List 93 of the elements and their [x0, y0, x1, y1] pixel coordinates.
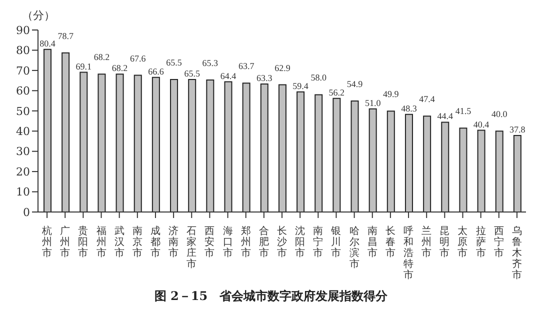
- x-tick-label: 沈阳市: [295, 225, 306, 259]
- data-label: 62.9: [274, 62, 291, 73]
- bar: [368, 108, 377, 212]
- data-label: 40.4: [473, 119, 490, 130]
- x-tick-label: 乌鲁木齐市: [512, 225, 522, 281]
- x-tick-label: 兰州市: [422, 225, 432, 259]
- bar: [206, 79, 214, 212]
- data-label: 69.1: [76, 61, 92, 72]
- data-label: 65.3: [202, 58, 219, 68]
- data-label: 51.0: [364, 98, 382, 108]
- x-tick-label: 武汉市: [114, 225, 124, 259]
- data-label: 37.8: [510, 124, 526, 135]
- bar: [495, 130, 504, 212]
- data-label: 67.6: [130, 53, 146, 64]
- bar: [296, 91, 305, 212]
- x-tick-label: 昆明市: [440, 226, 450, 259]
- x-tick-label: 石家庄市: [186, 226, 197, 270]
- text: 图 2－15 省会城市数字政府发展指数得分: [153, 288, 389, 305]
- x-tick-label: 广州市: [60, 225, 70, 259]
- bar: [98, 74, 106, 212]
- y-tick-label: 90: [16, 24, 30, 37]
- bar: [404, 114, 413, 212]
- x-tick-label: 贵阳市: [78, 225, 88, 259]
- x-tick-label: 西安市: [204, 226, 215, 259]
- bar: [62, 52, 70, 212]
- bar: [513, 135, 522, 212]
- data-label: 49.9: [383, 89, 400, 100]
- data-label: 64.4: [220, 70, 237, 81]
- bar: [332, 98, 341, 212]
- bar: [260, 83, 268, 212]
- bar: [459, 128, 468, 212]
- data-label: 48.3: [401, 103, 418, 114]
- data-label: 66.6: [148, 66, 164, 76]
- data-label: 63.3: [256, 72, 273, 83]
- bar: [134, 74, 142, 212]
- data-label: 65.5: [166, 58, 182, 68]
- y-tick-label: 50: [16, 104, 30, 118]
- data-label: 59.4: [292, 80, 309, 91]
- y-tick-label: 70: [16, 64, 30, 78]
- data-label: 78.7: [58, 30, 74, 41]
- y-tick-label: 0: [23, 206, 30, 219]
- x-tick-label: 成都市: [150, 225, 160, 259]
- x-tick-label: 合肥市: [258, 225, 269, 259]
- y-tick-label: 60: [16, 84, 30, 98]
- bar: [350, 100, 359, 212]
- data-label: 40.0: [491, 109, 508, 120]
- bar: [242, 82, 250, 212]
- x-tick-label: 济南市: [168, 225, 179, 259]
- y-tick-label: 40: [16, 125, 30, 138]
- bar: [314, 94, 323, 212]
- data-label: 56.2: [328, 87, 345, 98]
- y-tick-label: 80: [16, 44, 30, 58]
- bar: [80, 72, 88, 212]
- bar: [116, 74, 124, 212]
- data-label: 80.4: [40, 38, 56, 48]
- x-tick-label: 哈尔滨市: [349, 225, 360, 270]
- x-tick-label: 拉萨市: [476, 225, 486, 259]
- x-tick-label: 西宁市: [494, 226, 504, 259]
- data-label: 58.0: [310, 72, 327, 83]
- y-tick-label: 20: [16, 165, 30, 178]
- bar: [278, 84, 286, 212]
- data-label: 54.9: [346, 78, 364, 89]
- data-label: 65.5: [184, 68, 200, 79]
- data-label: 63.7: [238, 61, 255, 72]
- data-label: 44.4: [437, 111, 454, 122]
- y-tick-label: 30: [16, 145, 30, 158]
- bar: [441, 122, 450, 212]
- bar: [44, 48, 52, 212]
- x-tick-label: 海口市: [222, 225, 233, 259]
- bar: [152, 76, 160, 212]
- bar: [224, 81, 232, 212]
- x-tick-label: 杭州市: [41, 225, 52, 259]
- data-label: 68.2: [112, 63, 128, 74]
- x-tick-label: 长沙市: [277, 225, 287, 259]
- data-label: 47.4: [419, 94, 436, 104]
- bar: [423, 116, 432, 212]
- x-tick-label: 长春市: [385, 225, 396, 259]
- x-tick-label: 银川市: [330, 226, 342, 259]
- x-tick-label: 南昌市: [367, 225, 378, 259]
- bar: [170, 79, 178, 212]
- x-tick-label: 呼和浩特市: [404, 225, 414, 281]
- x-tick-label: 南京市: [132, 225, 142, 259]
- x-tick-label: 福州市: [96, 225, 106, 259]
- y-axis-title: （分）: [21, 8, 56, 22]
- x-tick-label: 郑州市: [240, 225, 251, 259]
- data-label: 68.2: [94, 52, 110, 62]
- bar: [188, 79, 196, 212]
- x-tick-label: 南宁市: [313, 225, 324, 259]
- bar: [477, 130, 486, 212]
- bar: [386, 110, 395, 212]
- y-tick-label: 10: [16, 186, 30, 199]
- data-label: 41.5: [455, 106, 472, 116]
- x-tick-label: 太原市: [458, 225, 468, 259]
